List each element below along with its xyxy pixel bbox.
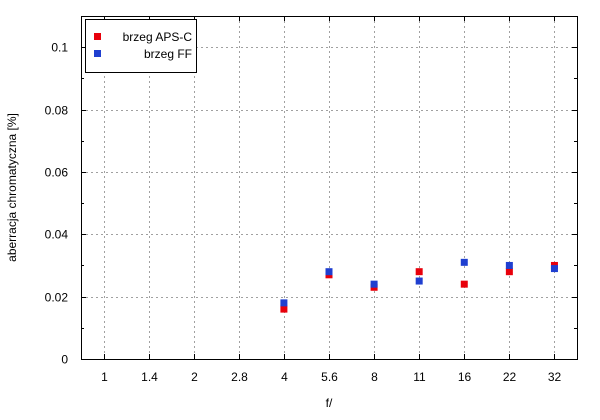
data-point-aps-c [415, 268, 423, 276]
data-point-ff [415, 277, 423, 285]
data-point-ff [505, 261, 513, 269]
legend-item-ff: brzeg FF [94, 47, 192, 61]
data-point-ff [460, 258, 468, 266]
legend-box [85, 19, 197, 73]
x-tick-label: 16 [458, 370, 472, 384]
data-point-ff [550, 265, 558, 273]
y-axis-label: aberracja chromatyczna [%] [5, 113, 19, 262]
x-tick-label: 8 [371, 370, 378, 384]
data-point-aps-c [460, 280, 468, 288]
x-tick-label: 2.8 [231, 370, 248, 384]
y-tick-label: 0.04 [45, 228, 69, 242]
x-axis-label: f/ [326, 396, 333, 410]
y-tick-label: 0.08 [45, 104, 69, 118]
x-tick-label: 11 [413, 370, 426, 384]
legend-label-aps-c: brzeg APS-C [123, 30, 193, 44]
data-point-ff [370, 280, 378, 288]
x-tick-label: 1.4 [141, 370, 158, 384]
x-tick-label: 2 [191, 370, 198, 384]
data-point-ff [325, 268, 333, 276]
x-tick-label: 22 [503, 370, 517, 384]
x-tick-label: 4 [281, 370, 288, 384]
x-axis-ticks: 1 1.4 2 2.8 4 5.6 8 11 16 22 32 [101, 16, 561, 384]
legend-marker-aps-c [94, 33, 101, 40]
y-axis-ticks: 0 0.02 0.04 0.06 0.08 0.1 [45, 41, 577, 367]
legend-marker-ff [94, 50, 101, 57]
y-tick-label: 0 [61, 353, 68, 367]
legend-item-aps-c: brzeg APS-C [94, 30, 192, 44]
data-point-ff [280, 299, 288, 307]
y-tick-label: 0.06 [45, 166, 69, 180]
x-tick-label: 5.6 [321, 370, 338, 384]
data-point-aps-c [280, 305, 288, 313]
y-tick-label: 0.1 [51, 41, 68, 55]
legend-label-ff: brzeg FF [144, 47, 192, 61]
y-tick-label: 0.02 [45, 291, 69, 305]
data-point-aps-c [505, 268, 513, 276]
x-tick-label: 1 [101, 370, 108, 384]
x-tick-label: 32 [548, 370, 562, 384]
legend: brzeg APS-C brzeg FF [85, 19, 197, 73]
data-points [280, 258, 558, 313]
